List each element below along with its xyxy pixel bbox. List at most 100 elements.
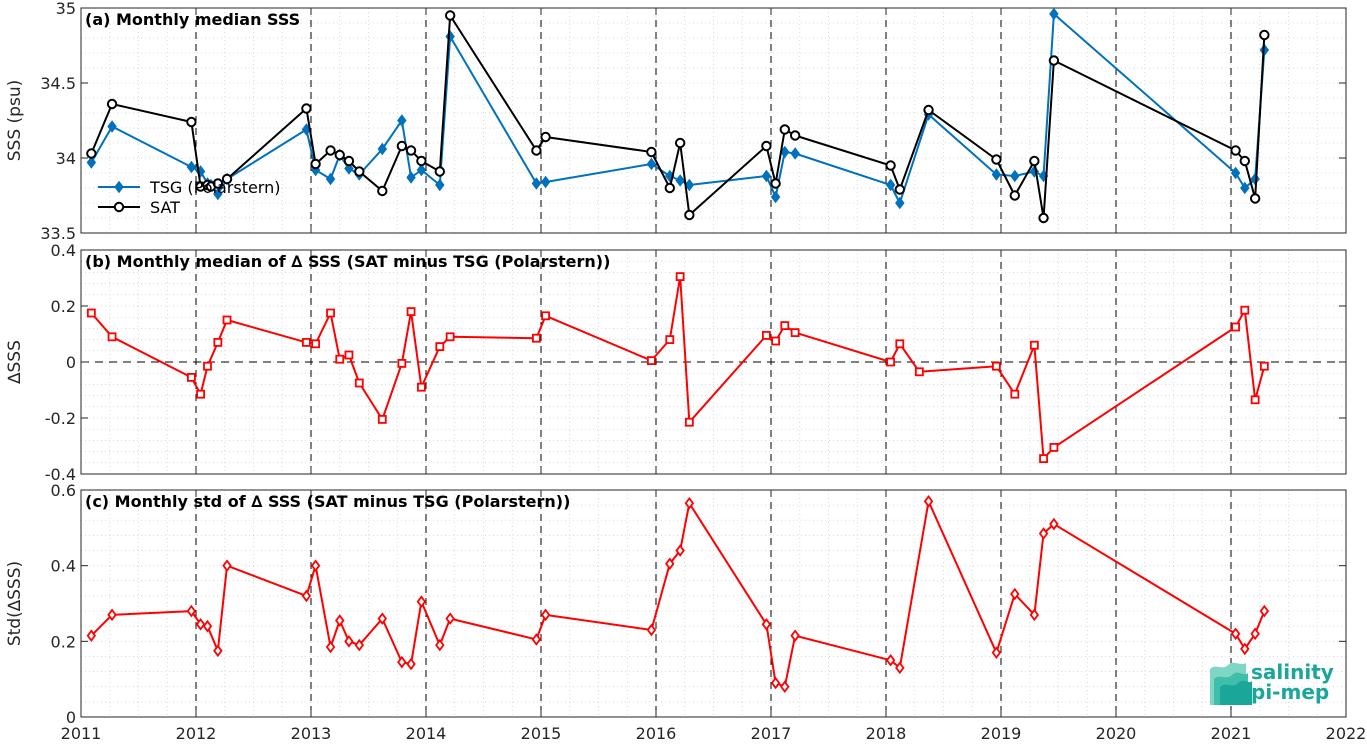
- data-point: [886, 357, 895, 367]
- data-point: [1249, 193, 1261, 204]
- data-point: [222, 559, 232, 572]
- data-point: [1230, 166, 1241, 180]
- data-point: [377, 414, 387, 424]
- data-point: [684, 178, 695, 192]
- data-point: [405, 145, 417, 156]
- series-line: [90, 13, 1266, 204]
- data-point: [203, 361, 212, 371]
- data-point: [186, 604, 197, 618]
- data-point: [435, 178, 445, 192]
- y-tick-label: 33.5: [40, 224, 76, 243]
- data-point: [86, 148, 97, 159]
- data-point: [885, 178, 896, 192]
- data-point: [1049, 7, 1059, 21]
- data-point: [762, 330, 771, 340]
- y-tick-label: 0: [66, 708, 76, 727]
- data-point: [1230, 627, 1241, 641]
- y-tick-label: 0.4: [51, 241, 76, 260]
- data-point: [325, 172, 336, 186]
- data-point: [1010, 169, 1020, 183]
- data-point: [1240, 642, 1250, 656]
- data-point: [885, 653, 896, 667]
- x-tick-label: 2015: [521, 724, 562, 743]
- data-point: [1240, 181, 1250, 195]
- data-point: [186, 160, 197, 174]
- data-point: [325, 640, 336, 654]
- legend-marker: [114, 180, 124, 194]
- x-tick-label: 2017: [751, 724, 792, 743]
- data-point: [1038, 527, 1049, 540]
- data-point: [86, 156, 97, 169]
- waves-icon: [1210, 662, 1252, 705]
- data-point: [779, 124, 790, 135]
- panel-c-ylabel: Std(∆SSS): [5, 561, 25, 646]
- data-point: [684, 209, 695, 221]
- data-point: [212, 178, 224, 189]
- data-point: [301, 103, 312, 114]
- data-point: [646, 157, 657, 171]
- data-point: [221, 173, 233, 185]
- data-point: [326, 308, 335, 318]
- data-point: [1231, 322, 1240, 332]
- data-point: [86, 308, 96, 318]
- data-point: [1029, 155, 1040, 167]
- data-point: [213, 337, 223, 347]
- x-tick-label: 2014: [406, 724, 447, 743]
- data-point: [1239, 155, 1251, 167]
- panel-c: 0 0.2 0.4 0.6 2011 2012 2013 2014 2015 2016 2017 2…: [5, 481, 1366, 743]
- data-point: [406, 657, 416, 671]
- data-point: [647, 356, 656, 366]
- data-point: [196, 389, 206, 399]
- data-point: [377, 142, 388, 156]
- data-point: [1029, 608, 1040, 622]
- x-tick-label: 2022: [1326, 724, 1367, 743]
- data-point: [334, 149, 345, 161]
- data-point: [992, 361, 1001, 371]
- data-point: [1259, 361, 1269, 371]
- data-point: [416, 163, 427, 177]
- data-point: [1049, 517, 1059, 531]
- data-point: [416, 595, 427, 608]
- data-point: [202, 619, 213, 633]
- data-point: [406, 307, 416, 317]
- panel-a-ylabel: SSS (psu): [5, 80, 25, 161]
- y-tick-label: 34: [56, 149, 76, 168]
- data-point: [675, 174, 685, 187]
- data-point: [445, 612, 455, 625]
- data-point: [1259, 29, 1270, 41]
- data-point: [435, 342, 445, 352]
- data-point: [86, 629, 97, 642]
- panel-c-axes-box: [80, 489, 1347, 718]
- data-point: [923, 495, 934, 508]
- data-point: [780, 145, 790, 159]
- data-point: [674, 137, 686, 149]
- panel-b-ylabel: ∆SSS: [5, 340, 25, 385]
- data-point: [416, 155, 427, 167]
- data-point: [416, 382, 426, 392]
- legend-label: SAT: [150, 198, 180, 217]
- data-point: [675, 272, 685, 282]
- x-tick-label: 2018: [866, 724, 907, 743]
- data-point: [540, 175, 551, 189]
- data-point: [1259, 604, 1270, 618]
- panel-a-legend: TSG (Polarstern)SAT: [98, 178, 280, 217]
- data-point: [790, 629, 800, 642]
- data-point: [301, 589, 312, 603]
- y-tick-label: 34.5: [40, 74, 76, 93]
- data-point: [397, 358, 407, 368]
- salinity-pi-mep-logo: salinity pi-mep: [1210, 660, 1334, 705]
- data-point: [335, 614, 345, 627]
- data-point: [790, 328, 800, 338]
- x-tick-label: 2019: [981, 724, 1022, 743]
- data-point: [1010, 389, 1020, 399]
- data-point: [1039, 454, 1048, 464]
- y-tick-label: 0.2: [51, 297, 76, 316]
- data-point: [1049, 442, 1059, 452]
- data-point: [195, 618, 206, 631]
- panel-b: -0.4 -0.2 0 0.2 0.4 (b) Monthly median of ∆ …: [5, 241, 1347, 484]
- data-point: [335, 354, 345, 364]
- data-point: [435, 638, 445, 652]
- data-point: [646, 146, 657, 158]
- data-point: [991, 168, 1002, 181]
- data-point: [106, 98, 118, 110]
